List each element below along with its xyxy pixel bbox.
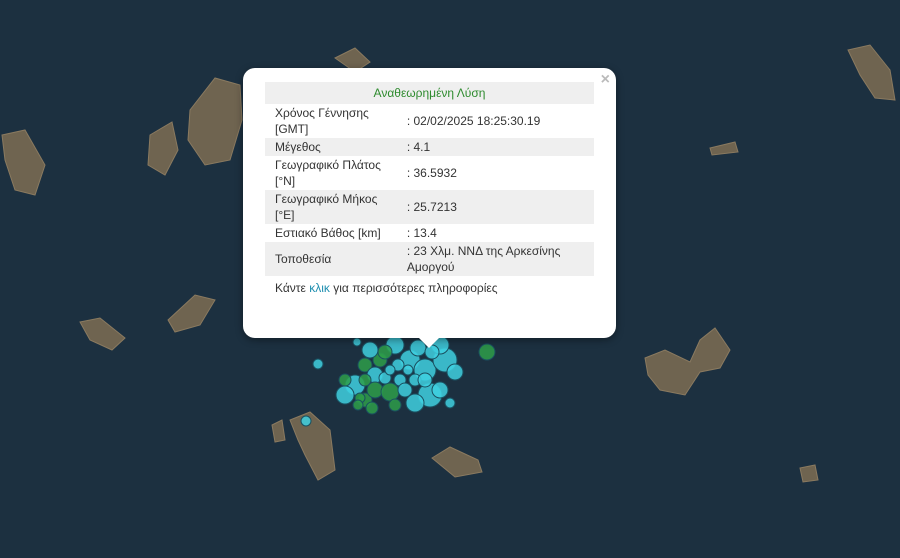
value: : 25.7213: [406, 200, 457, 214]
row-location: Τοποθεσία : 23 Χλμ. ΝΝΔ της Αρκεσίνης Αμο…: [265, 242, 594, 276]
island-paros: [147, 121, 179, 176]
row-longitude: Γεωγραφικό Μήκος [°E] : 25.7213: [265, 190, 594, 224]
earthquake-marker-cyan[interactable]: [405, 393, 425, 413]
earthquake-marker-green[interactable]: [478, 343, 496, 361]
label: Χρόνος Γέννησης [GMT]: [275, 106, 369, 136]
island-santorini: [271, 411, 336, 481]
more-suffix: για περισσότερες πληροφορίες: [333, 281, 498, 295]
label: Γεωγραφικό Πλάτος [°N]: [275, 158, 381, 188]
earthquake-marker-cyan[interactable]: [402, 364, 414, 376]
row-latitude: Γεωγραφικό Πλάτος [°N] : 36.5932: [265, 156, 594, 190]
island-small-west: [79, 317, 126, 351]
earthquake-marker-cyan[interactable]: [361, 341, 379, 359]
value: : 02/02/2025 18:25:30.19: [406, 114, 541, 128]
row-depth: Εστιακό Βάθος [km] : 13.4: [265, 224, 594, 242]
row-magnitude: Μέγεθος : 4.1: [265, 138, 594, 156]
earthquake-marker-cyan[interactable]: [446, 363, 464, 381]
label: Τοποθεσία: [275, 252, 332, 266]
value: : 36.5932: [406, 166, 457, 180]
island-ios: [167, 294, 216, 333]
more-info: Κάντε κλικ για περισσότερες πληροφορίες: [265, 276, 594, 297]
earthquake-marker-green[interactable]: [365, 401, 379, 415]
earthquake-marker-cyan[interactable]: [312, 358, 324, 370]
popup-title: Αναθεωρημένη Λύση: [373, 86, 486, 100]
island-top: [334, 47, 371, 73]
earthquake-marker-green[interactable]: [377, 344, 393, 360]
island-mid-right: [709, 141, 739, 156]
row-origin-time: Χρόνος Γέννησης [GMT] : 02/02/2025 18:25:…: [265, 104, 594, 138]
more-prefix: Κάντε: [275, 281, 306, 295]
label: Εστιακό Βάθος [km]: [275, 226, 381, 240]
earthquake-marker-green[interactable]: [380, 382, 400, 402]
earthquake-marker-cyan[interactable]: [384, 364, 396, 376]
earthquake-marker-green[interactable]: [352, 399, 364, 411]
island-top-right: [847, 44, 896, 101]
island-astypalaia: [644, 327, 731, 396]
earthquake-details-table: Αναθεωρημένη Λύση Χρόνος Γέννησης [GMT]:…: [265, 82, 594, 297]
more-info-link[interactable]: κλικ: [309, 281, 330, 295]
label: Μέγεθος: [275, 140, 321, 154]
earthquake-marker-cyan[interactable]: [431, 381, 449, 399]
earthquake-marker-cyan[interactable]: [444, 397, 456, 409]
earthquake-marker-cyan[interactable]: [300, 415, 312, 427]
earthquake-marker-green[interactable]: [358, 373, 372, 387]
value: : 13.4: [406, 226, 437, 240]
island-small-right: [799, 464, 819, 483]
earthquake-marker-green[interactable]: [338, 373, 352, 387]
earthquake-marker-green[interactable]: [388, 398, 402, 412]
close-icon[interactable]: ×: [600, 71, 610, 88]
island-anafi: [431, 446, 483, 478]
island-naxos: [187, 77, 243, 166]
earthquake-marker-cyan[interactable]: [397, 382, 413, 398]
earthquake-marker-green[interactable]: [357, 357, 373, 373]
earthquake-marker-cyan[interactable]: [352, 337, 362, 347]
earthquake-marker-cyan[interactable]: [417, 372, 433, 388]
label: Γεωγραφικό Μήκος [°E]: [275, 192, 378, 222]
earthquake-marker-cyan[interactable]: [335, 385, 355, 405]
value: : 4.1: [406, 140, 431, 154]
earthquake-markers: [300, 335, 496, 427]
value: : 23 Χλμ. ΝΝΔ της Αρκεσίνης Αμοργού: [406, 244, 561, 274]
earthquake-popup: × Αναθεωρημένη Λύση Χρόνος Γέννησης [GMT…: [243, 68, 616, 348]
island-west: [1, 129, 46, 196]
